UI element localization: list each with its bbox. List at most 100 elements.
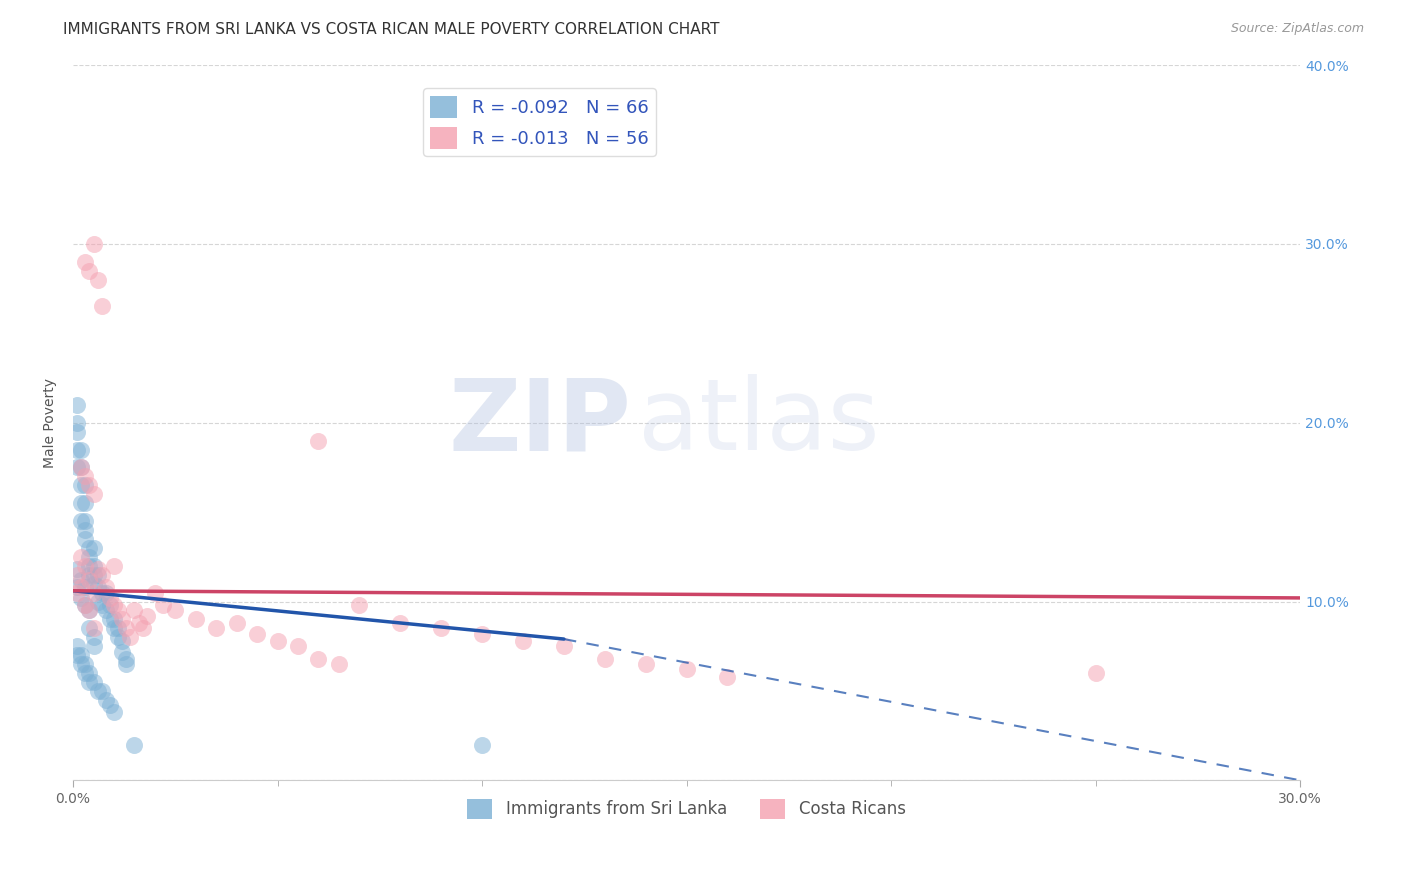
- Point: [66, 442, 89, 457]
- Point: [83, 576, 105, 591]
- Point: [246, 626, 269, 640]
- Point: [79, 549, 101, 564]
- Point: [205, 621, 228, 635]
- Point: [70, 580, 93, 594]
- Point: [86, 594, 108, 608]
- Point: [66, 562, 89, 576]
- Point: [103, 598, 125, 612]
- Point: [107, 630, 129, 644]
- Point: [70, 591, 93, 605]
- Point: [75, 598, 97, 612]
- Point: [86, 567, 108, 582]
- Point: [98, 612, 121, 626]
- Point: [328, 657, 350, 671]
- Point: [308, 434, 330, 448]
- Point: [83, 675, 105, 690]
- Point: [90, 585, 112, 599]
- Point: [131, 621, 153, 635]
- Point: [349, 598, 371, 612]
- Point: [83, 639, 105, 653]
- Point: [79, 603, 101, 617]
- Point: [83, 541, 105, 555]
- Point: [70, 648, 93, 662]
- Point: [266, 633, 288, 648]
- Point: [90, 598, 112, 612]
- Point: [135, 608, 157, 623]
- Point: [79, 603, 101, 617]
- Point: [98, 598, 121, 612]
- Y-axis label: Male Poverty: Male Poverty: [44, 377, 58, 467]
- Point: [143, 585, 166, 599]
- Point: [165, 603, 187, 617]
- Point: [70, 478, 93, 492]
- Point: [103, 621, 125, 635]
- Point: [103, 558, 125, 573]
- Point: [75, 523, 97, 537]
- Point: [675, 662, 697, 676]
- Point: [86, 580, 108, 594]
- Point: [86, 562, 108, 576]
- Point: [66, 425, 89, 439]
- Point: [79, 541, 101, 555]
- Point: [83, 630, 105, 644]
- Point: [66, 580, 89, 594]
- Point: [184, 612, 207, 626]
- Point: [103, 612, 125, 626]
- Point: [128, 615, 150, 630]
- Text: ZIP: ZIP: [449, 375, 631, 471]
- Point: [115, 621, 138, 635]
- Point: [70, 496, 93, 510]
- Point: [308, 651, 330, 665]
- Point: [83, 558, 105, 573]
- Point: [107, 621, 129, 635]
- Point: [79, 567, 101, 582]
- Point: [66, 416, 89, 430]
- Point: [79, 675, 101, 690]
- Point: [79, 666, 101, 681]
- Point: [94, 603, 117, 617]
- Point: [98, 591, 121, 605]
- Point: [430, 621, 453, 635]
- Point: [75, 532, 97, 546]
- Point: [716, 670, 738, 684]
- Point: [83, 236, 105, 251]
- Point: [75, 254, 97, 268]
- Point: [115, 651, 138, 665]
- Point: [70, 573, 93, 587]
- Point: [90, 300, 112, 314]
- Point: [83, 487, 105, 501]
- Point: [70, 514, 93, 528]
- Point: [225, 615, 247, 630]
- Point: [90, 684, 112, 698]
- Point: [66, 585, 89, 599]
- Point: [75, 469, 97, 483]
- Point: [66, 648, 89, 662]
- Point: [70, 442, 93, 457]
- Point: [70, 460, 93, 475]
- Point: [124, 738, 146, 752]
- Point: [75, 558, 97, 573]
- Point: [79, 621, 101, 635]
- Point: [152, 598, 174, 612]
- Text: IMMIGRANTS FROM SRI LANKA VS COSTA RICAN MALE POVERTY CORRELATION CHART: IMMIGRANTS FROM SRI LANKA VS COSTA RICAN…: [63, 22, 720, 37]
- Point: [111, 612, 134, 626]
- Point: [512, 633, 534, 648]
- Point: [124, 603, 146, 617]
- Point: [107, 603, 129, 617]
- Point: [593, 651, 616, 665]
- Point: [75, 598, 97, 612]
- Point: [111, 644, 134, 658]
- Point: [98, 698, 121, 713]
- Point: [66, 567, 89, 582]
- Point: [75, 514, 97, 528]
- Point: [103, 706, 125, 720]
- Point: [1084, 666, 1107, 681]
- Point: [111, 633, 134, 648]
- Point: [83, 567, 105, 582]
- Point: [79, 478, 101, 492]
- Point: [94, 693, 117, 707]
- Point: [75, 666, 97, 681]
- Point: [389, 615, 412, 630]
- Point: [66, 639, 89, 653]
- Point: [90, 567, 112, 582]
